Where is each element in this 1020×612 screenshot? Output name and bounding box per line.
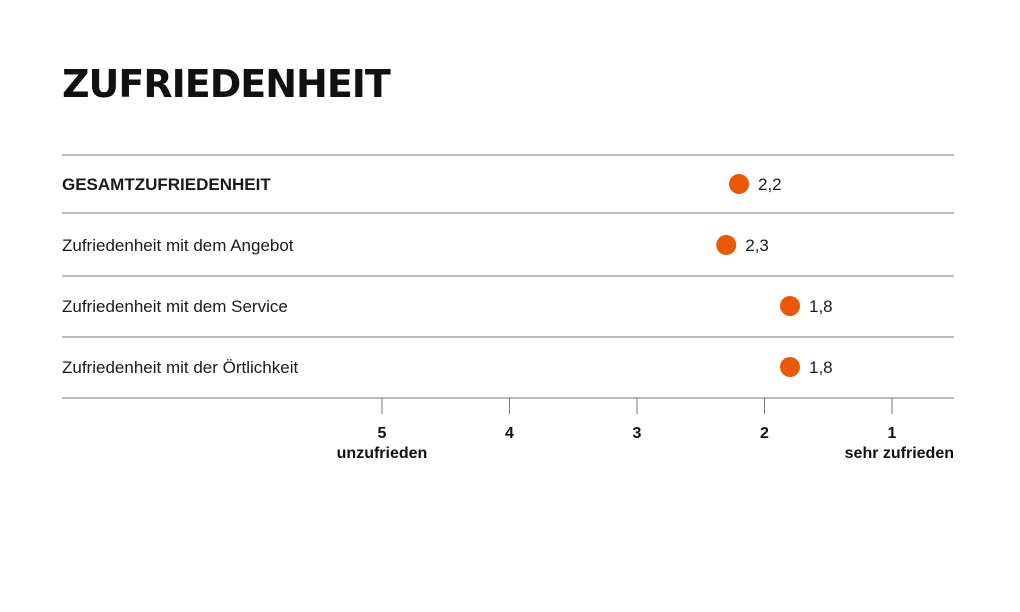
data-value-label: 1,8 [809,358,833,377]
row-label: Zufriedenheit mit der Örtlichkeit [62,358,298,377]
chart-title: ZUFRIEDENHEIT [62,62,391,106]
data-dot [729,174,749,194]
value-labels: 2,2 2,3 1,8 1,8 [745,175,832,377]
data-value-label: 2,2 [758,175,782,194]
axis-tick-label: 4 [505,425,514,442]
axis-tick-label: 2 [760,425,769,442]
axis-tick-label: 3 [633,425,642,442]
axis-min-label: unzufrieden [337,445,428,462]
axis-ticks: 5 4 3 2 1 [378,398,897,442]
data-dot [716,235,737,255]
row-labels: GESAMTZUFRIEDENHEIT Zufriedenheit mit dem… [62,175,298,377]
dots [716,174,800,377]
row-label: Zufriedenheit mit dem Angebot [62,236,294,255]
axis-max-label: sehr zufrieden [845,445,954,462]
axis-tick-label: 1 [888,425,897,442]
data-value-label: 2,3 [745,236,769,255]
row-rules [62,154,954,399]
axis-tick-label: 5 [378,425,387,442]
row-label: GESAMTZUFRIEDENHEIT [62,175,271,194]
data-value-label: 1,8 [809,297,833,316]
data-dot [780,296,800,316]
row-label: Zufriedenheit mit dem Service [62,297,288,316]
data-dot [780,357,800,377]
